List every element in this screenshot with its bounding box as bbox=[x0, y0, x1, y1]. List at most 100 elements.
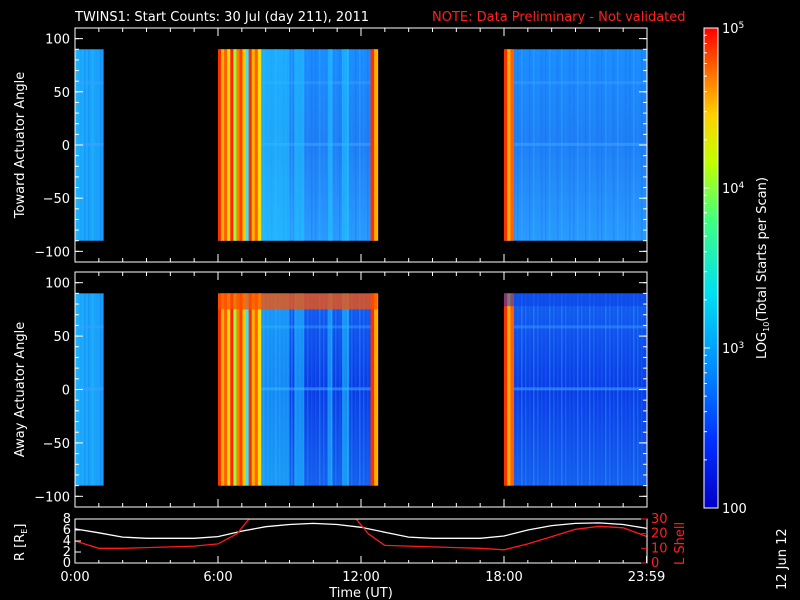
heatmap-band bbox=[75, 142, 104, 146]
toward-panel: −100 −50 0 50 100 Toward Actuator Angle bbox=[13, 27, 648, 263]
heatmap-hot-column bbox=[242, 293, 247, 486]
heatmap-hot-column bbox=[221, 49, 225, 241]
heatmap-top-edge bbox=[218, 293, 378, 310]
heatmap-band bbox=[504, 325, 647, 329]
heatmap-hot-column bbox=[254, 293, 259, 486]
heatmap-hot-column bbox=[254, 49, 259, 241]
colorbar-tick-label: 103 bbox=[722, 341, 744, 357]
y-axis-label: Away Actuator Angle bbox=[13, 322, 28, 457]
heatmap-hot-column bbox=[230, 49, 234, 241]
heatmap-hot-column bbox=[257, 293, 262, 486]
left-y-tick-label: 0 bbox=[63, 556, 71, 571]
colorbar-tick-label: 100 bbox=[722, 502, 747, 517]
left-y-axis-label: R [RE] bbox=[13, 524, 29, 561]
heatmap-hot-column bbox=[510, 293, 515, 486]
away-panel: −100 −50 0 50 100 Away Actuator Angle bbox=[13, 271, 648, 508]
y-tick-label: 100 bbox=[45, 277, 70, 292]
y-axis-label: Toward Actuator Angle bbox=[13, 72, 28, 219]
heatmap-hot-column bbox=[251, 49, 256, 241]
heatmap-hot-column bbox=[236, 293, 240, 486]
heatmap-warm-column bbox=[260, 293, 290, 486]
heatmap-hot-column bbox=[245, 49, 250, 241]
heatmap-top-edge bbox=[504, 293, 647, 307]
note-text: NOTE: Data Preliminary - Not validated bbox=[432, 10, 686, 25]
right-y-tick-label: 0 bbox=[651, 556, 659, 571]
lshell-series-line bbox=[75, 519, 647, 551]
heatmap-hot-column bbox=[248, 293, 253, 486]
heatmap-hot-column bbox=[370, 49, 375, 241]
heatmap-hot-column bbox=[218, 49, 222, 241]
right-y-tick-label: 10 bbox=[651, 541, 668, 556]
heatmap-warm-column bbox=[341, 293, 350, 486]
heatmap-hot-column bbox=[507, 49, 511, 241]
heatmap-band bbox=[504, 81, 647, 85]
heatmap-warm-column bbox=[327, 49, 333, 241]
heatmap-hot-column bbox=[239, 293, 244, 486]
x-tick-label: 18:00 bbox=[485, 570, 522, 585]
y-tick-label: 100 bbox=[45, 33, 70, 48]
heatmap-hot-column bbox=[233, 293, 237, 486]
y-tick-label: −50 bbox=[43, 192, 70, 207]
heatmap-band bbox=[75, 387, 104, 391]
heatmap-hot-column bbox=[230, 293, 234, 486]
heatmap-band bbox=[75, 81, 104, 85]
x-tick-label: 0:00 bbox=[60, 570, 89, 585]
heatmap-hot-column bbox=[233, 49, 237, 241]
x-tick-label: 6:00 bbox=[203, 570, 232, 585]
heatmap-hot-column bbox=[248, 49, 253, 241]
date-stamp: 12 Jun 12 bbox=[775, 528, 790, 590]
heatmap-band bbox=[75, 325, 104, 329]
heatmap-warm-column bbox=[341, 49, 350, 241]
heatmap-band bbox=[504, 142, 647, 146]
heatmap-hot-column bbox=[224, 49, 228, 241]
colorbar: 100 103 104 105 LOG10(Total Starts per Scan) bbox=[703, 21, 771, 517]
colorbar-tick-label: 104 bbox=[722, 181, 745, 197]
x-tick-label: 23:59 bbox=[628, 570, 665, 585]
heatmap-hot-column bbox=[242, 49, 247, 241]
heatmap-band bbox=[504, 387, 647, 391]
r-series-line bbox=[75, 522, 647, 539]
heatmap-hot-column bbox=[257, 49, 262, 241]
heatmap-hot-column bbox=[504, 293, 508, 486]
left-y-tick-label: 4 bbox=[63, 534, 71, 549]
heatmap-hot-column bbox=[227, 293, 231, 486]
heatmap-hot-column bbox=[221, 293, 225, 486]
y-tick-label: 0 bbox=[62, 139, 70, 154]
heatmap-hot-column bbox=[245, 293, 250, 486]
heatmap-hot-column bbox=[504, 49, 508, 241]
heatmap-warm-column bbox=[294, 293, 304, 486]
right-y-tick-label: 20 bbox=[651, 527, 668, 542]
left-y-tick-label: 6 bbox=[63, 523, 71, 538]
y-tick-label: −50 bbox=[43, 437, 70, 452]
right-y-tick-label: 30 bbox=[651, 512, 668, 527]
y-tick-label: −100 bbox=[34, 245, 70, 260]
x-tick-label: 12:00 bbox=[342, 570, 379, 585]
heatmap-warm-column bbox=[327, 293, 333, 486]
y-tick-label: −100 bbox=[34, 490, 70, 505]
heatmap-hot-column bbox=[236, 49, 240, 241]
heatmap-hot-column bbox=[251, 293, 256, 486]
heatmap-hot-column bbox=[374, 49, 379, 241]
colorbar-label: LOG10(Total Starts per Scan) bbox=[755, 177, 771, 359]
heatmap-hot-column bbox=[507, 293, 511, 486]
x-axis-label: Time (UT) bbox=[328, 586, 393, 600]
heatmap-hot-column bbox=[374, 293, 379, 486]
chart-title: TWINS1: Start Counts: 30 Jul (day 211), … bbox=[74, 10, 369, 25]
colorbar-tick-label: 105 bbox=[722, 21, 744, 37]
right-y-axis-label: L Shell bbox=[673, 522, 688, 565]
heatmap-hot-column bbox=[239, 49, 244, 241]
y-tick-label: 50 bbox=[53, 86, 70, 101]
heatmap-hot-column bbox=[227, 49, 231, 241]
y-tick-label: 0 bbox=[62, 384, 70, 399]
colorbar-gradient bbox=[703, 27, 719, 509]
y-tick-label: 50 bbox=[53, 330, 70, 345]
heatmap-hot-column bbox=[510, 49, 515, 241]
heatmap-warm-column bbox=[260, 49, 290, 241]
left-y-tick-label: 2 bbox=[63, 545, 71, 560]
heatmap-hot-column bbox=[218, 293, 222, 486]
heatmap-hot-column bbox=[370, 293, 375, 486]
left-y-tick-label: 8 bbox=[63, 512, 71, 527]
heatmap-hot-column bbox=[224, 293, 228, 486]
